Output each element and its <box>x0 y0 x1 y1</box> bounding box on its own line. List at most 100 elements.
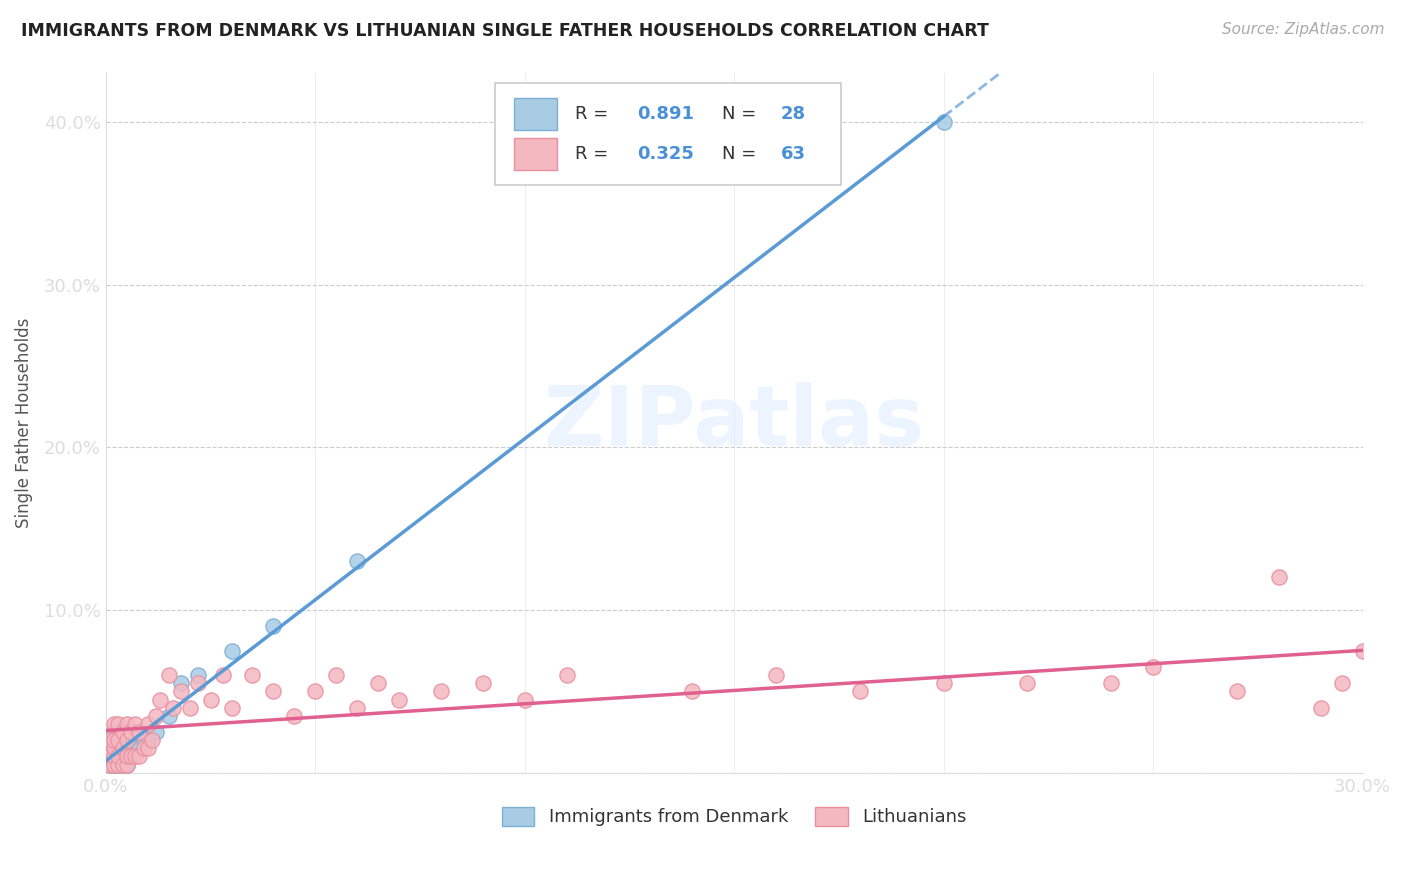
Point <box>115 733 138 747</box>
Point <box>103 749 125 764</box>
Text: ZIPatlas: ZIPatlas <box>544 383 925 463</box>
Point <box>325 668 347 682</box>
Point <box>103 733 125 747</box>
Point <box>187 668 209 682</box>
Point <box>107 741 129 756</box>
Text: R =: R = <box>575 105 613 123</box>
Point <box>262 684 284 698</box>
Point <box>111 757 134 772</box>
Point <box>98 733 121 747</box>
Point <box>283 708 305 723</box>
Point <box>555 668 578 682</box>
Text: N =: N = <box>721 105 762 123</box>
Point <box>471 676 494 690</box>
Point <box>103 749 125 764</box>
Point <box>932 115 955 129</box>
FancyBboxPatch shape <box>515 138 557 170</box>
Point <box>115 749 138 764</box>
Point <box>107 749 129 764</box>
Text: 0.325: 0.325 <box>637 145 695 163</box>
Point <box>346 554 368 568</box>
Point <box>513 692 536 706</box>
Point <box>115 741 138 756</box>
Point <box>149 692 172 706</box>
Point <box>932 676 955 690</box>
Point <box>145 708 167 723</box>
Point <box>1309 700 1331 714</box>
FancyBboxPatch shape <box>515 98 557 130</box>
Point <box>107 725 129 739</box>
Point <box>1017 676 1039 690</box>
Point <box>157 708 180 723</box>
Point <box>120 725 142 739</box>
Point <box>157 668 180 682</box>
Text: 28: 28 <box>780 105 806 123</box>
Point <box>346 700 368 714</box>
Point <box>111 733 134 747</box>
Point <box>103 741 125 756</box>
Point <box>124 749 146 764</box>
Point <box>132 733 155 747</box>
Point <box>124 717 146 731</box>
Point <box>98 741 121 756</box>
Point <box>107 757 129 772</box>
Point <box>162 700 184 714</box>
Text: N =: N = <box>721 145 762 163</box>
Point <box>107 717 129 731</box>
Point <box>1330 676 1353 690</box>
Point <box>124 741 146 756</box>
Text: Source: ZipAtlas.com: Source: ZipAtlas.com <box>1222 22 1385 37</box>
Point <box>170 676 193 690</box>
Point <box>136 733 159 747</box>
Text: R =: R = <box>575 145 613 163</box>
Point <box>120 749 142 764</box>
Point <box>242 668 264 682</box>
Point <box>765 668 787 682</box>
Point <box>170 684 193 698</box>
Point <box>111 741 134 756</box>
FancyBboxPatch shape <box>495 84 841 185</box>
Point <box>388 692 411 706</box>
Point <box>221 643 243 657</box>
Y-axis label: Single Father Households: Single Father Households <box>15 318 32 528</box>
Point <box>1351 643 1374 657</box>
Point <box>107 757 129 772</box>
Point <box>1142 660 1164 674</box>
Point <box>212 668 235 682</box>
Text: 63: 63 <box>780 145 806 163</box>
Point <box>103 725 125 739</box>
Point <box>1268 570 1291 584</box>
Point <box>430 684 453 698</box>
Point <box>145 725 167 739</box>
Point <box>103 733 125 747</box>
Point <box>103 757 125 772</box>
Point <box>179 700 201 714</box>
Point <box>111 757 134 772</box>
Point <box>103 717 125 731</box>
Text: 0.891: 0.891 <box>637 105 695 123</box>
Point <box>98 757 121 772</box>
Legend: Immigrants from Denmark, Lithuanians: Immigrants from Denmark, Lithuanians <box>495 800 974 834</box>
Point <box>304 684 326 698</box>
Point <box>128 749 150 764</box>
Point <box>200 692 222 706</box>
Point <box>132 741 155 756</box>
Point <box>187 676 209 690</box>
Point <box>1099 676 1122 690</box>
Point <box>141 733 163 747</box>
Point <box>103 757 125 772</box>
Point <box>115 725 138 739</box>
Point <box>115 757 138 772</box>
Point <box>367 676 389 690</box>
Text: IMMIGRANTS FROM DENMARK VS LITHUANIAN SINGLE FATHER HOUSEHOLDS CORRELATION CHART: IMMIGRANTS FROM DENMARK VS LITHUANIAN SI… <box>21 22 988 40</box>
Point <box>98 757 121 772</box>
Point <box>98 749 121 764</box>
Point <box>262 619 284 633</box>
Point <box>111 725 134 739</box>
Point <box>136 741 159 756</box>
Point <box>681 684 703 698</box>
Point <box>128 725 150 739</box>
Point <box>98 749 121 764</box>
Point <box>120 749 142 764</box>
Point <box>107 733 129 747</box>
